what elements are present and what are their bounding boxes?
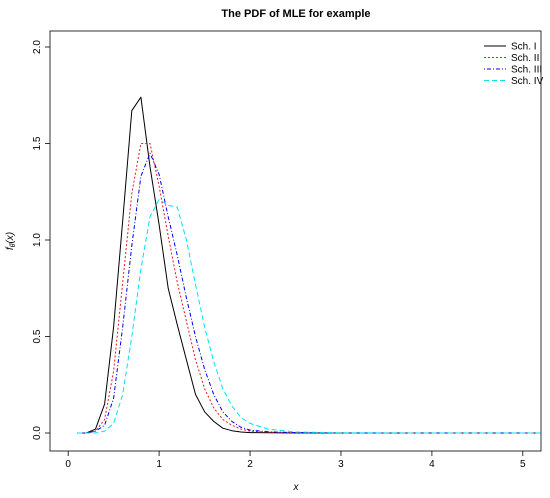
x-tick-label: 0 bbox=[65, 459, 71, 470]
legend-label: Sch. III bbox=[511, 65, 542, 76]
series-layer bbox=[77, 96, 541, 434]
y-axis-title: f bbox=[5, 246, 16, 250]
y-tick-label: 1.0 bbox=[32, 233, 43, 247]
legend-label: Sch. II bbox=[511, 53, 539, 64]
svg-text:fθ̂(x): fθ̂(x) bbox=[5, 232, 17, 250]
legend-label: Sch. IV bbox=[511, 76, 544, 87]
x-axis: 0 1 2 3 4 5 bbox=[65, 451, 526, 470]
series-line-2 bbox=[77, 143, 541, 434]
y-tick-label: 2.0 bbox=[32, 40, 43, 54]
x-tick-label: 1 bbox=[156, 459, 162, 470]
y-tick-label: 0.0 bbox=[32, 426, 43, 440]
y-tick-label: 1.5 bbox=[32, 136, 43, 150]
x-tick-label: 3 bbox=[338, 459, 344, 470]
y-axis-title-subscript: θ̂ bbox=[10, 242, 17, 248]
y-axis-title-suffix: (x) bbox=[5, 232, 16, 244]
x-tick-label: 2 bbox=[247, 459, 253, 470]
plot-frame bbox=[49, 30, 542, 452]
series-line-1 bbox=[77, 96, 541, 434]
y-tick-label: 0.5 bbox=[32, 329, 43, 343]
chart-title: The PDF of MLE for example bbox=[221, 8, 370, 20]
legend-label: Sch. I bbox=[511, 42, 537, 53]
y-axis: 0.0 0.5 1.0 1.5 2.0 bbox=[32, 40, 50, 440]
series-line-3 bbox=[77, 152, 541, 434]
series-line-4 bbox=[77, 199, 541, 434]
x-axis-title: x bbox=[293, 482, 300, 493]
y-axis-title-group: fθ̂(x) bbox=[5, 232, 17, 250]
x-tick-label: 5 bbox=[520, 459, 526, 470]
x-tick-label: 4 bbox=[429, 459, 435, 470]
